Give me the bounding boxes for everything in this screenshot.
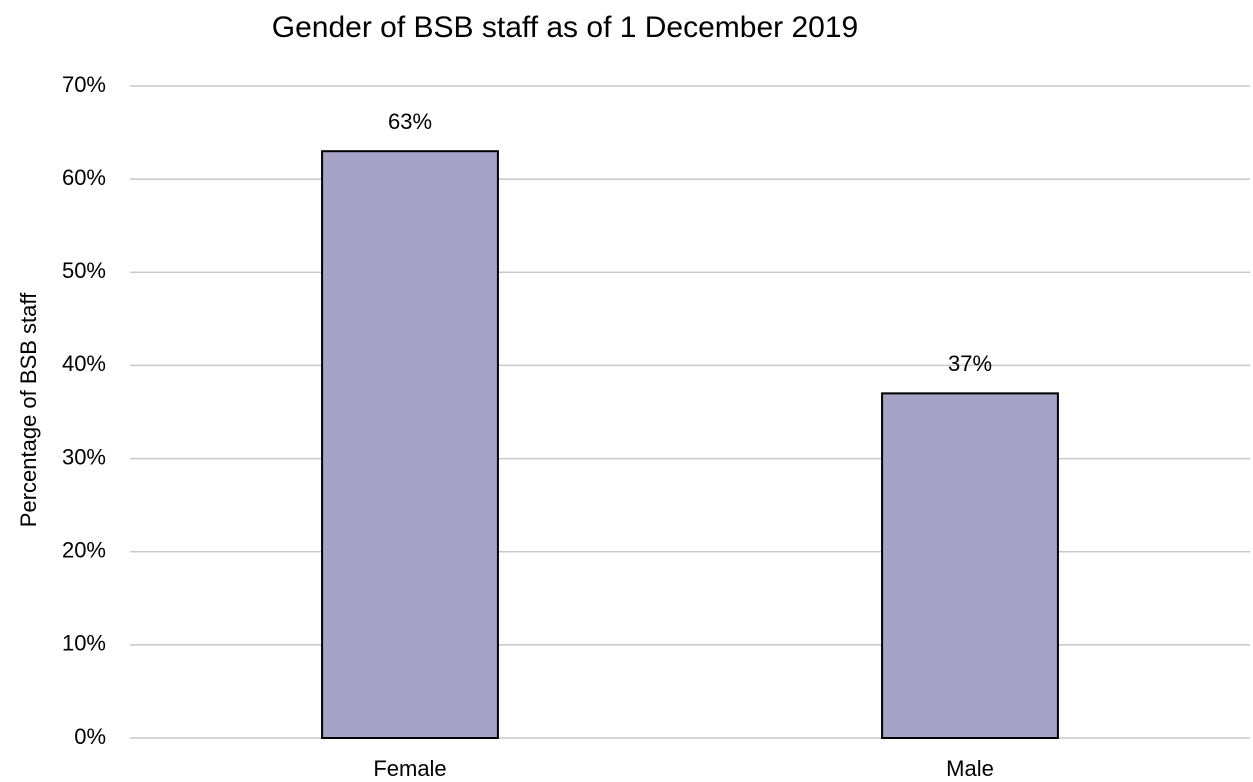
y-tick-label: 60%	[62, 165, 106, 190]
bar	[321, 150, 499, 739]
y-tick-label: 10%	[62, 631, 106, 656]
y-axis-label: Percentage of BSB staff	[16, 292, 41, 527]
data-label: 37%	[948, 351, 992, 376]
y-tick-label: 20%	[62, 538, 106, 563]
chart-title: Gender of BSB staff as of 1 December 201…	[272, 11, 858, 44]
y-tick-label: 30%	[62, 444, 106, 469]
x-tick-label: Male	[946, 756, 994, 781]
bar	[881, 392, 1059, 739]
y-tick-label: 0%	[74, 724, 106, 749]
data-label: 63%	[388, 109, 432, 134]
y-tick-label: 70%	[62, 72, 106, 97]
x-tick-label: Female	[373, 756, 446, 781]
y-tick-label: 40%	[62, 351, 106, 376]
y-tick-label: 50%	[62, 258, 106, 283]
